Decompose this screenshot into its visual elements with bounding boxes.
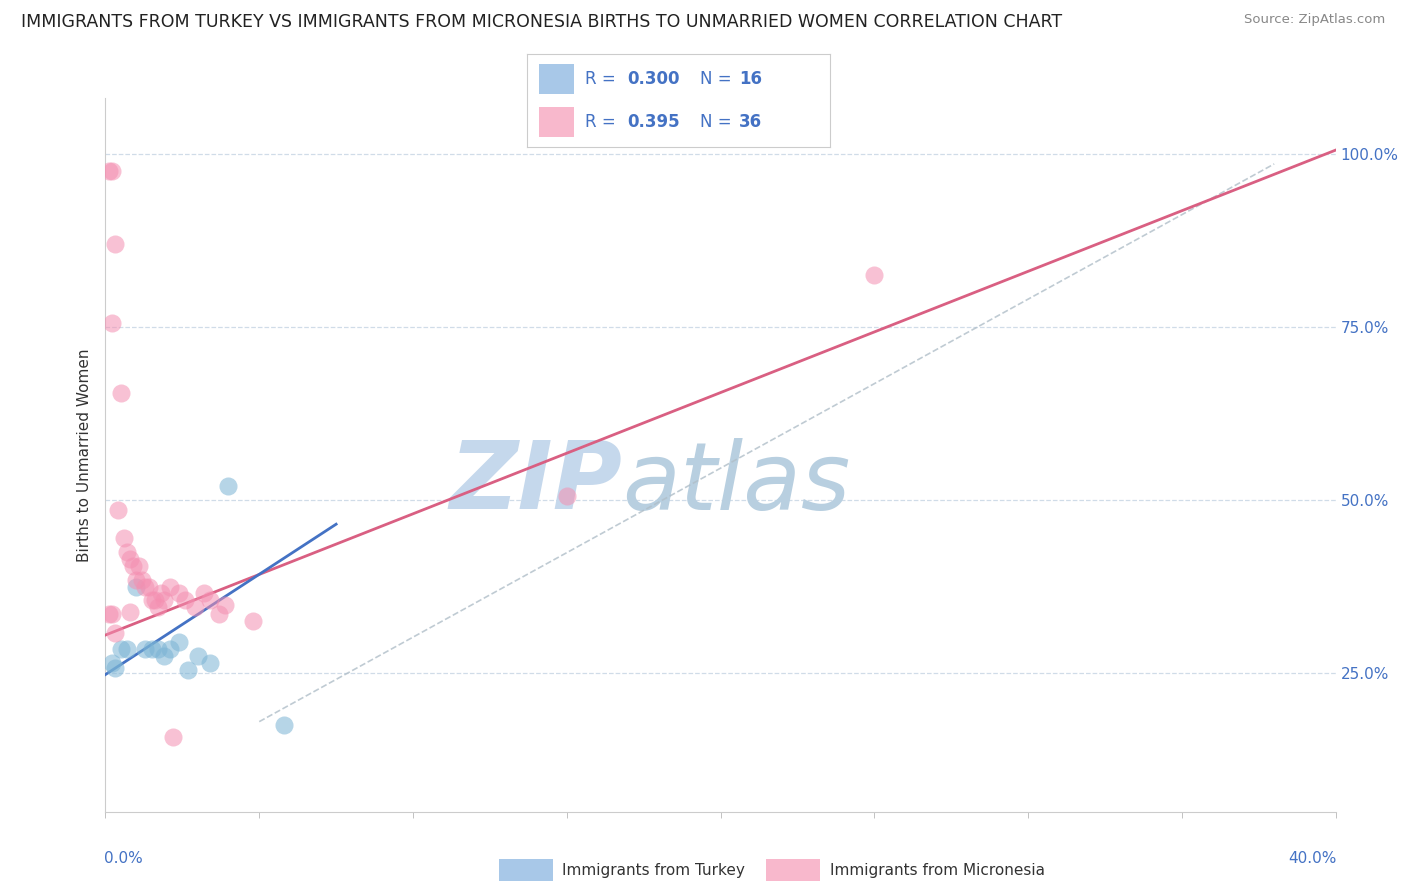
Text: 0.300: 0.300 <box>627 70 679 87</box>
Text: N =: N = <box>700 70 737 87</box>
FancyBboxPatch shape <box>540 107 574 136</box>
Text: N =: N = <box>700 113 737 131</box>
Text: 36: 36 <box>740 113 762 131</box>
Text: 0.395: 0.395 <box>627 113 679 131</box>
Text: R =: R = <box>585 113 620 131</box>
Text: atlas: atlas <box>621 438 851 529</box>
Text: R =: R = <box>585 70 620 87</box>
Text: 16: 16 <box>740 70 762 87</box>
FancyBboxPatch shape <box>540 64 574 94</box>
Text: 0.0%: 0.0% <box>104 851 143 866</box>
Text: Immigrants from Turkey: Immigrants from Turkey <box>562 863 745 878</box>
Text: Source: ZipAtlas.com: Source: ZipAtlas.com <box>1244 13 1385 27</box>
Text: 40.0%: 40.0% <box>1288 851 1337 866</box>
Y-axis label: Births to Unmarried Women: Births to Unmarried Women <box>76 348 91 562</box>
Text: IMMIGRANTS FROM TURKEY VS IMMIGRANTS FROM MICRONESIA BIRTHS TO UNMARRIED WOMEN C: IMMIGRANTS FROM TURKEY VS IMMIGRANTS FRO… <box>21 13 1062 31</box>
Text: ZIP: ZIP <box>450 437 621 530</box>
Text: Immigrants from Micronesia: Immigrants from Micronesia <box>830 863 1045 878</box>
